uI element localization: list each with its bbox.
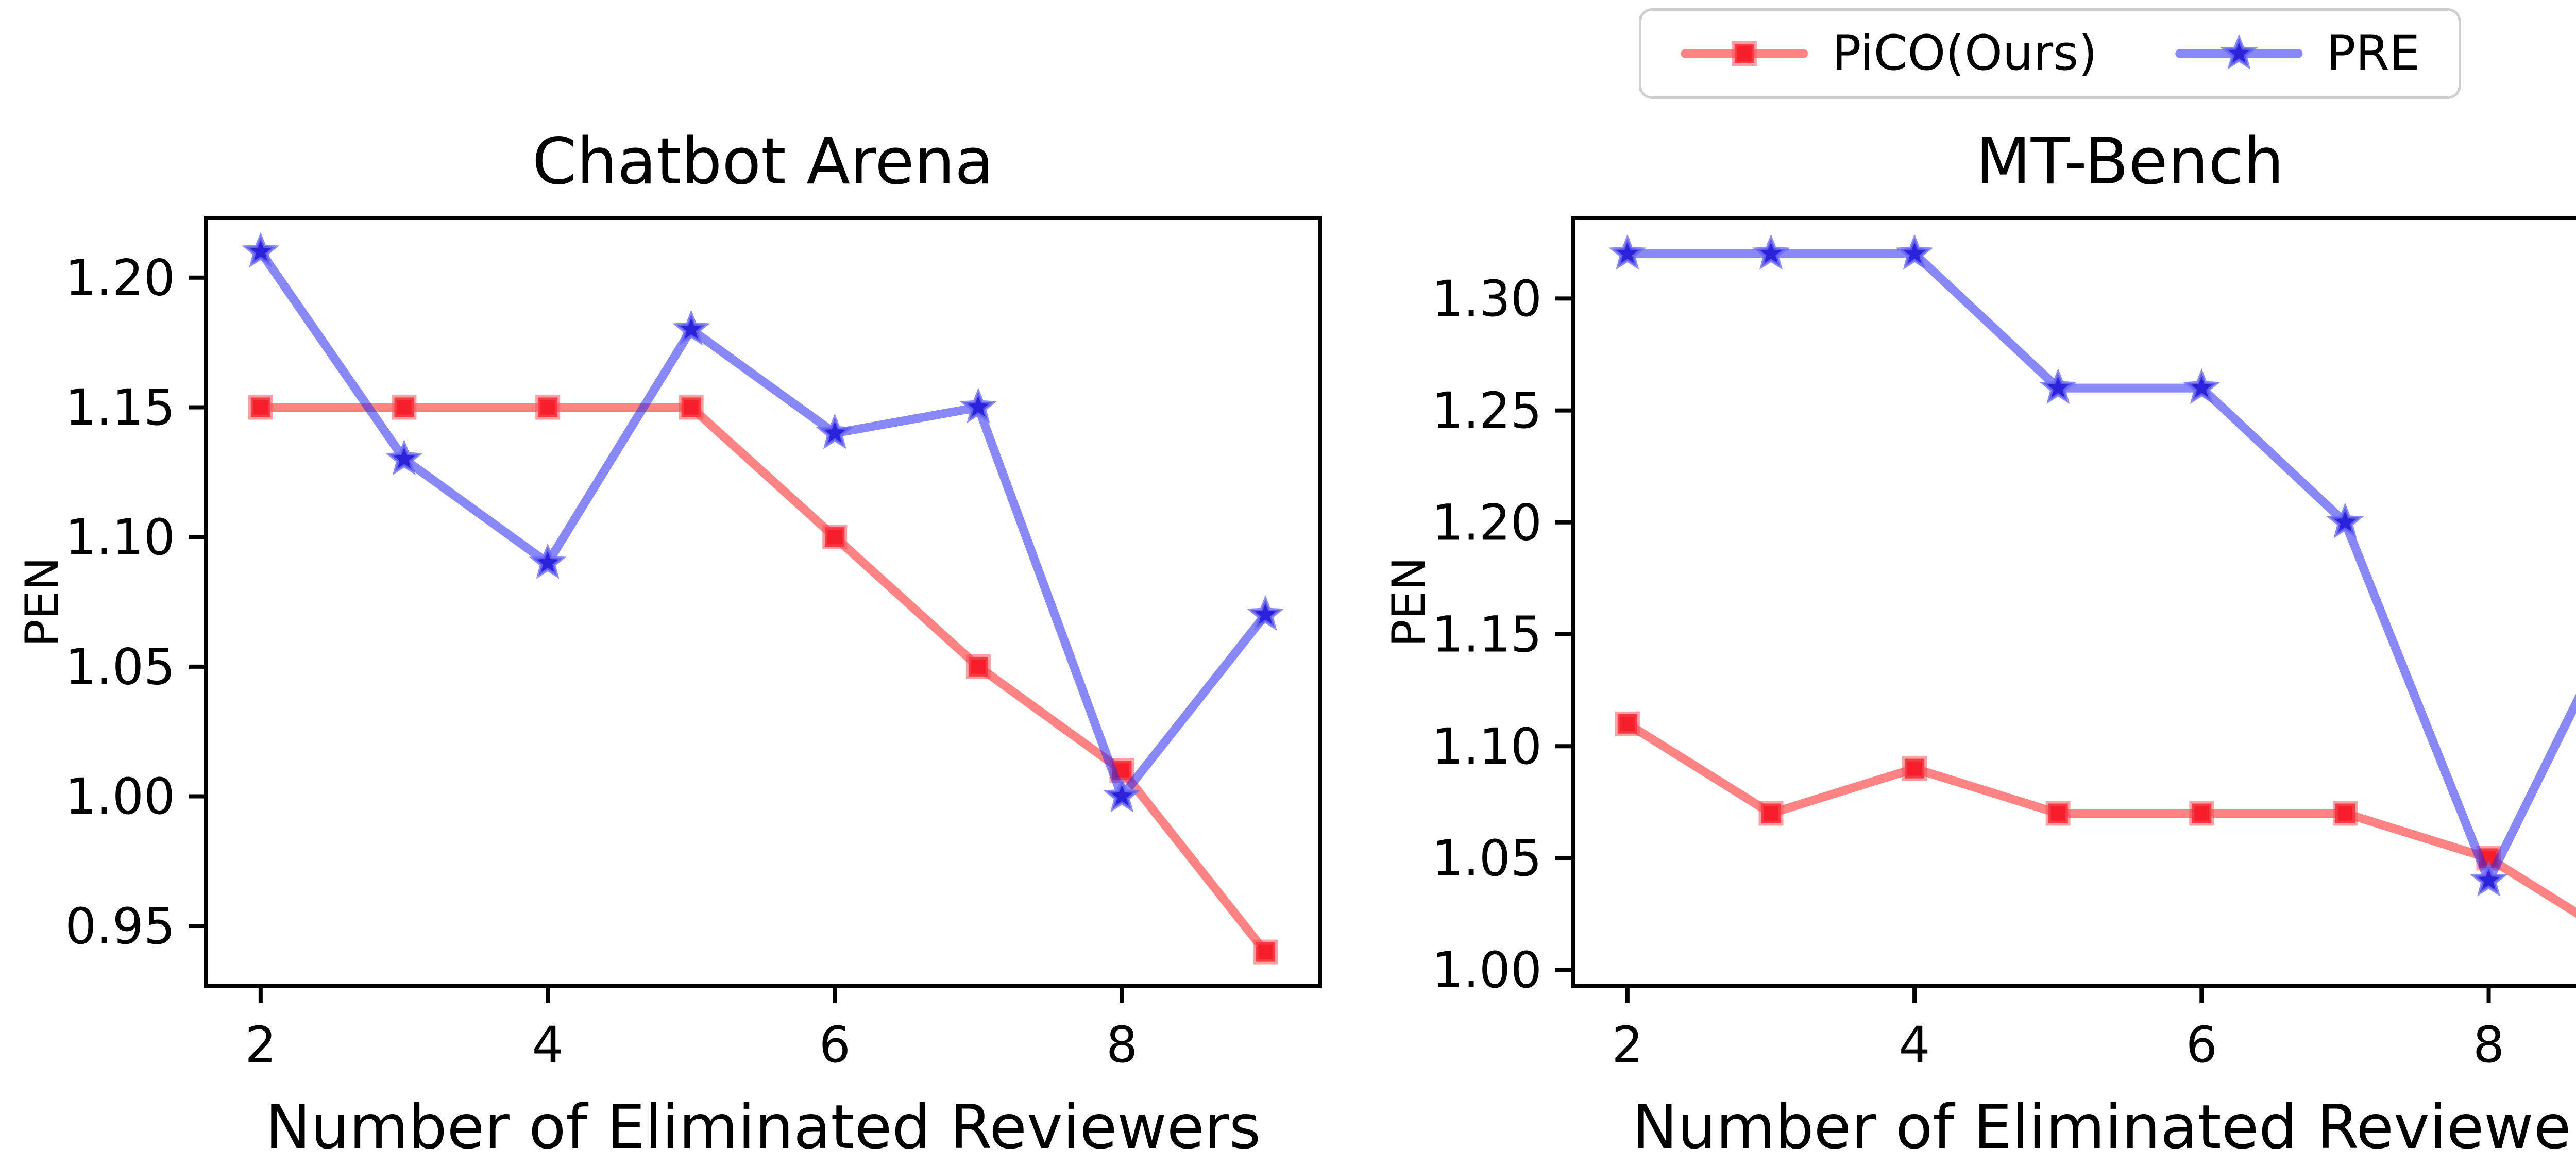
svg-text:Number of Eliminated Reviewers: Number of Eliminated Reviewers (265, 1091, 1261, 1162)
svg-text:1.10: 1.10 (1432, 718, 1542, 775)
svg-text:1.00: 1.00 (65, 768, 175, 825)
chart-mt-bench: MT-Bench 1.00 1.05 1.10 1.15 1.20 1.25 1.30 2 4 6 8… (1367, 117, 2576, 1163)
svg-text:1.20: 1.20 (1432, 494, 1542, 551)
svg-text:1.05: 1.05 (1432, 830, 1542, 887)
svg-text:1.10: 1.10 (65, 509, 175, 566)
svg-text:1.15: 1.15 (65, 379, 175, 436)
chart-svg-mt-bench: MT-Bench 1.00 1.05 1.10 1.15 1.20 1.25 1.30 2 4 6 8… (1382, 125, 2576, 1162)
svg-text:4: 4 (532, 1016, 564, 1074)
pico-square-marker-icon (1681, 41, 1808, 66)
svg-text:4: 4 (1899, 1016, 1930, 1074)
legend-item-pico: PiCO(Ours) (1680, 25, 2097, 82)
svg-text:0.95: 0.95 (65, 898, 175, 955)
svg-text:2: 2 (245, 1016, 276, 1074)
svg-text:1.15: 1.15 (1432, 606, 1542, 664)
svg-text:6: 6 (819, 1016, 851, 1074)
svg-text:MT-Bench: MT-Bench (1976, 125, 2284, 199)
svg-text:1.25: 1.25 (1432, 382, 1542, 440)
legend-item-pre: PRE (2175, 25, 2420, 82)
figure-legend: PiCO(Ours) PRE (1638, 8, 2462, 99)
svg-text:1.30: 1.30 (1432, 270, 1542, 328)
legend-label-pico: PiCO(Ours) (1832, 25, 2097, 81)
svg-text:2: 2 (1612, 1016, 1643, 1074)
chart-chatbot-arena: Chatbot Arena 0.95 1.00 1.05 1.10 1.15 1.20 2 4 6… (0, 117, 1366, 1163)
svg-text:PEN: PEN (1382, 557, 1435, 647)
chart-svg-chatbot-arena: Chatbot Arena 0.95 1.00 1.05 1.10 1.15 1.20 2 4 6… (15, 125, 1322, 1162)
svg-text:8: 8 (2473, 1016, 2504, 1074)
svg-text:1.20: 1.20 (65, 249, 175, 307)
pre-star-marker-icon (2175, 33, 2303, 70)
svg-text:Chatbot Arena: Chatbot Arena (532, 125, 994, 199)
svg-text:1.05: 1.05 (65, 638, 175, 696)
svg-text:6: 6 (2186, 1016, 2217, 1074)
svg-text:1.00: 1.00 (1432, 941, 1542, 999)
legend-label-pre: PRE (2326, 25, 2420, 81)
charts-row: Chatbot Arena 0.95 1.00 1.05 1.10 1.15 1.20 2 4 6… (0, 117, 2576, 1163)
svg-text:Number of Eliminated Reviewers: Number of Eliminated Reviewers (1632, 1091, 2576, 1162)
svg-text:8: 8 (1106, 1016, 1138, 1074)
svg-text:PEN: PEN (15, 557, 69, 647)
